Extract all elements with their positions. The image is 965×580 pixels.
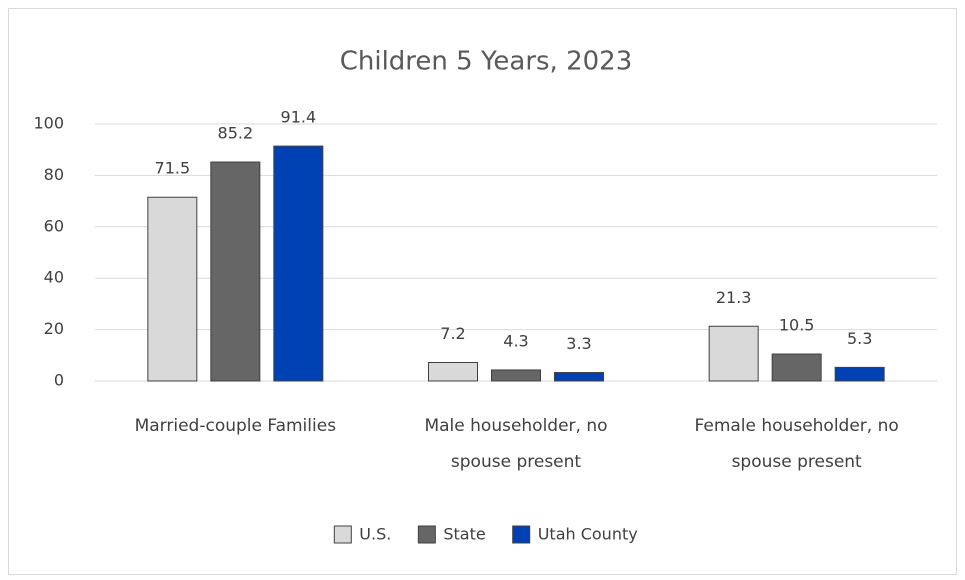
data-label: 7.2 <box>440 324 465 343</box>
x-tick-label: Male householder, no spouse present <box>424 416 608 472</box>
bar <box>771 353 822 382</box>
y-tick-label: 80 <box>44 165 64 184</box>
y-tick-label: 0 <box>54 371 64 390</box>
data-label: 91.4 <box>281 108 317 127</box>
data-label: 10.5 <box>779 316 815 335</box>
y-tick-label: 40 <box>44 268 64 287</box>
y-tick-label: 60 <box>44 216 64 235</box>
legend-label: Utah County <box>538 525 638 544</box>
legend-swatch <box>333 525 352 544</box>
data-label: 21.3 <box>716 288 752 307</box>
bar <box>834 366 885 382</box>
data-label: 71.5 <box>155 159 191 178</box>
legend-label: U.S. <box>359 525 391 544</box>
bar <box>428 361 478 382</box>
bar <box>147 196 198 382</box>
data-label: 5.3 <box>847 329 872 348</box>
y-tick-label: 100 <box>33 114 64 133</box>
legend-swatch <box>417 525 436 544</box>
bar <box>491 369 541 382</box>
chart-title: Children 5 Years, 2023 <box>340 47 633 77</box>
bar <box>554 372 604 382</box>
data-label: 3.3 <box>566 334 591 353</box>
x-tick-label: Female householder, no spouse present <box>694 416 899 472</box>
y-tick-label: 20 <box>44 319 64 338</box>
legend-swatch <box>512 525 531 544</box>
data-label: 4.3 <box>503 331 528 350</box>
data-label: 85.2 <box>218 124 254 143</box>
x-tick-label: Married-couple Families <box>134 416 337 436</box>
bar <box>273 145 324 382</box>
legend-label: State <box>443 525 485 544</box>
bar <box>708 325 759 382</box>
bar <box>210 161 261 382</box>
